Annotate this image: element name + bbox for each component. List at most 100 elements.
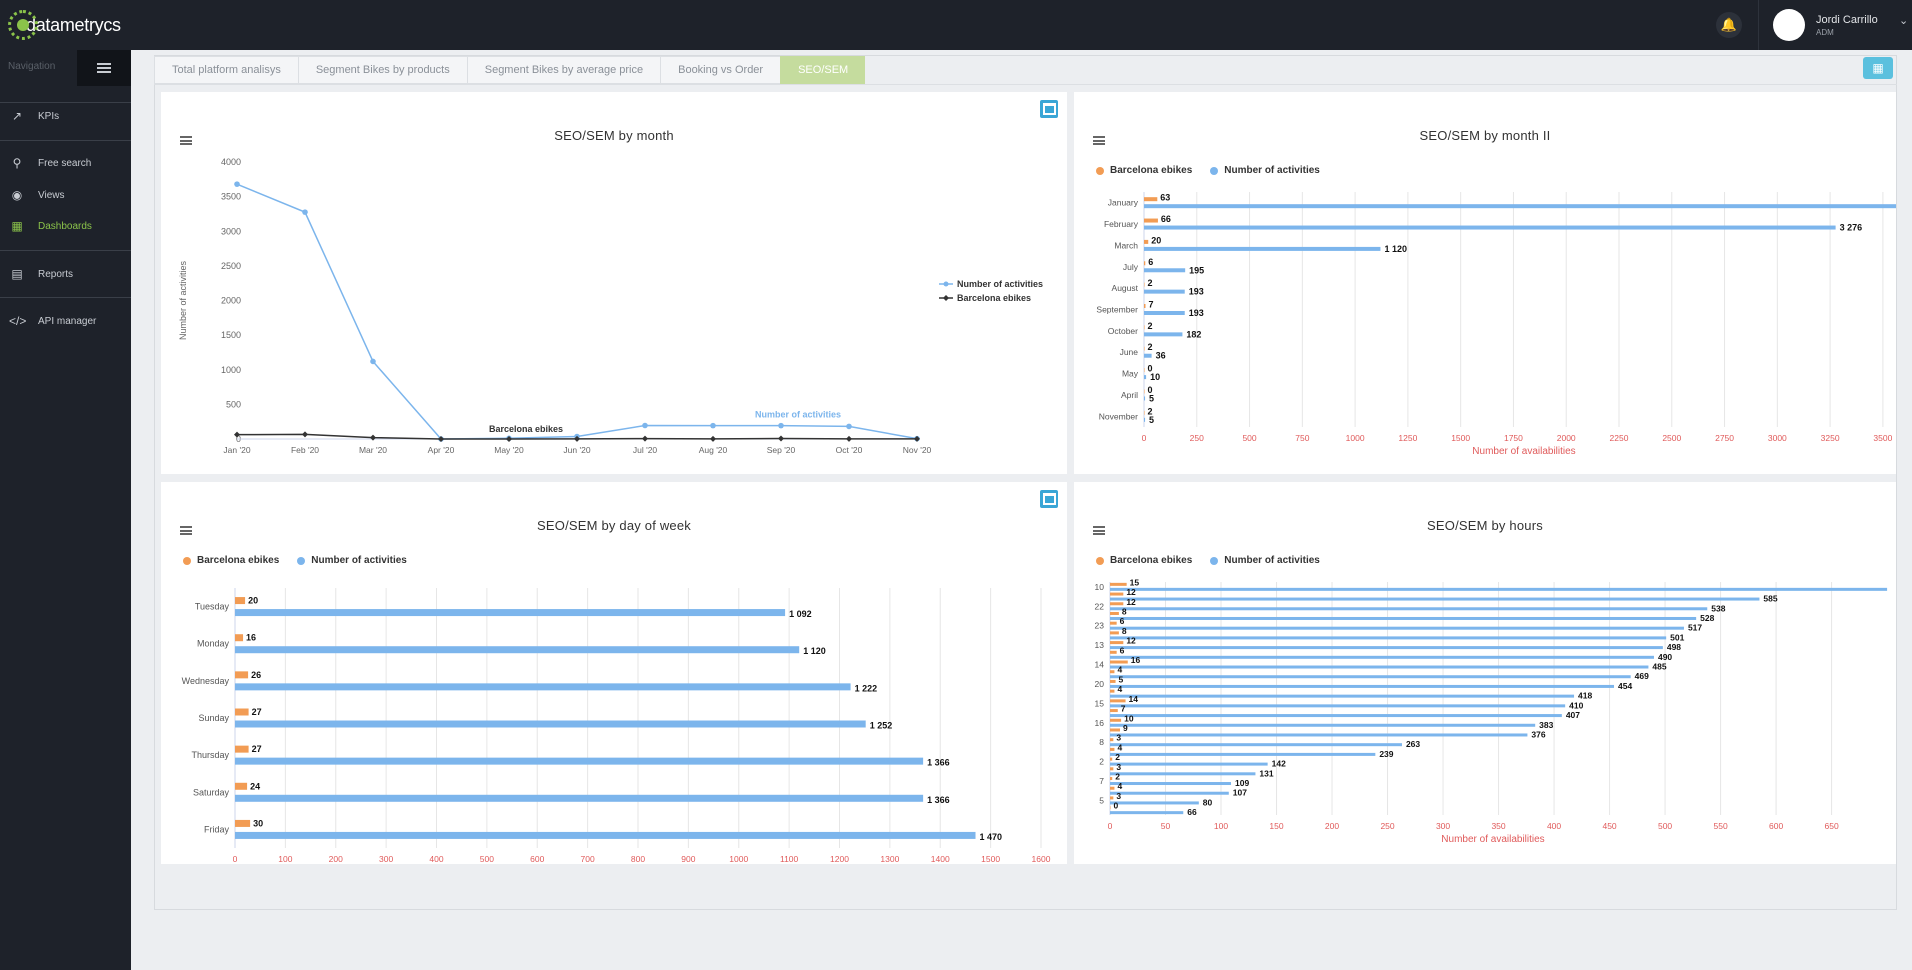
x-tick-label: 400: [429, 854, 443, 864]
bar-activities: [1110, 587, 1888, 591]
x-tick-label: 400: [1547, 821, 1561, 831]
legend-marker: [1210, 166, 1219, 175]
bar-activities: [1110, 684, 1615, 688]
tab-segment-price[interactable]: Segment Bikes by average price: [466, 56, 661, 84]
data-label: 27: [252, 707, 262, 717]
brand-name: datametrycs: [26, 14, 121, 35]
chevron-down-icon[interactable]: ⌄: [1899, 15, 1909, 27]
bar-barcelona: [1110, 767, 1114, 771]
data-label: 182: [1186, 329, 1201, 339]
bar-activities: [1110, 714, 1562, 718]
data-point: [710, 422, 716, 429]
x-tick-label: 750: [1295, 433, 1309, 443]
sidebar-item-kpis[interactable]: ↗ KPIs: [0, 103, 131, 129]
data-label: 2: [1115, 772, 1120, 782]
x-tick-label: Aug '20: [699, 445, 728, 455]
y-tick-label: 3500: [221, 192, 241, 202]
x-tick-label: 100: [278, 854, 292, 864]
data-label: 490: [1658, 652, 1672, 662]
y-tick-label: 5: [1099, 795, 1104, 805]
bell-icon[interactable]: 🔔: [1716, 12, 1742, 38]
expand-icon[interactable]: [1040, 490, 1058, 508]
data-point: [846, 435, 852, 442]
avatar[interactable]: [1773, 9, 1805, 41]
data-label: 0: [1114, 801, 1119, 811]
sidebar-toggle-button[interactable]: [77, 50, 131, 86]
divider: [0, 297, 131, 298]
sidebar-item-dashboards[interactable]: ▦ Dashboards: [0, 213, 131, 239]
calendar-icon: ▦: [1872, 61, 1884, 75]
bar-barcelona: [1110, 806, 1111, 810]
data-label: 142: [1272, 759, 1286, 769]
bar-activities: [1144, 225, 1836, 230]
x-tick-label: 450: [1602, 821, 1616, 831]
date-picker-button[interactable]: ▦: [1863, 57, 1893, 79]
x-tick-label: 2750: [1715, 433, 1734, 443]
sidebar-item-reports[interactable]: ▤ Reports: [0, 261, 131, 287]
bar-barcelona: [1110, 592, 1124, 596]
eye-icon: ◉: [11, 188, 23, 202]
chart-menu-icon[interactable]: [180, 526, 192, 535]
x-tick-label: Jun '20: [563, 445, 590, 455]
bar-activities: [1110, 675, 1631, 679]
bar-activities: [235, 757, 924, 765]
expand-icon[interactable]: [1040, 100, 1058, 118]
y-tick-label: March: [1114, 240, 1138, 250]
data-label: 501: [1670, 632, 1684, 642]
y-tick-label: February: [1104, 219, 1139, 229]
bar-barcelona: [1110, 670, 1115, 674]
data-label: 3: [1116, 733, 1121, 743]
sidebar-item-free-search[interactable]: ⚲ Free search: [0, 150, 131, 176]
user-name[interactable]: Jordi Carrillo: [1816, 14, 1878, 26]
data-point: [574, 435, 580, 442]
legend-item[interactable]: Number of activities: [297, 555, 407, 566]
legend-label: Number of activities: [957, 279, 1043, 289]
legend-label: Barcelona ebikes: [1110, 165, 1193, 176]
x-tick-label: 550: [1713, 821, 1727, 831]
x-tick-label: Apr '20: [428, 445, 455, 455]
legend-item[interactable]: Number of activities: [1210, 555, 1320, 566]
data-point: [642, 422, 648, 429]
x-tick-label: 1750: [1504, 433, 1523, 443]
legend-item[interactable]: Barcelona ebikes: [1096, 165, 1192, 176]
tab-segment-products[interactable]: Segment Bikes by products: [297, 56, 467, 84]
data-label: 0: [1148, 385, 1153, 395]
chart-line-icon: ↗: [11, 109, 23, 123]
tab-booking-order[interactable]: Booking vs Order: [660, 56, 781, 84]
data-label: 6: [1120, 616, 1125, 626]
data-label: 1 252: [870, 721, 893, 731]
x-tick-label: 300: [379, 854, 393, 864]
data-label: 3 276: [1840, 223, 1863, 233]
bar-activities: [1144, 396, 1146, 401]
tab-seo-sem[interactable]: SEO/SEM: [780, 56, 866, 84]
tab-total-platform[interactable]: Total platform analisys: [154, 56, 298, 84]
chart-menu-icon[interactable]: [1093, 136, 1105, 145]
bar-barcelona: [1110, 757, 1113, 761]
legend-item[interactable]: Barcelona ebikes: [1096, 555, 1192, 566]
data-label: 66: [1187, 807, 1197, 817]
chart-menu-icon[interactable]: [180, 136, 192, 145]
chart-menu-icon[interactable]: [1093, 526, 1105, 535]
sidebar-item-label: Free search: [38, 157, 92, 169]
bar-barcelona: [1110, 631, 1119, 635]
data-label: 3: [1116, 791, 1121, 801]
bar-activities: [235, 683, 851, 691]
data-point: [914, 435, 920, 442]
data-label: 63: [1160, 193, 1170, 203]
y-tick-label: 1500: [221, 330, 241, 340]
sidebar-item-views[interactable]: ◉ Views: [0, 182, 131, 208]
logo[interactable]: datametrycs: [8, 10, 121, 40]
bar-activities: [1110, 811, 1184, 815]
data-label: 107: [1233, 788, 1247, 798]
sidebar-item-api-manager[interactable]: </> API manager: [0, 308, 131, 334]
legend-item[interactable]: Barcelona ebikes: [183, 555, 279, 566]
divider: [1758, 0, 1759, 50]
chart-title: SEO/SEM by month II: [1419, 128, 1551, 143]
data-label: 80: [1203, 797, 1213, 807]
x-tick-label: 250: [1380, 821, 1394, 831]
bar-activities: [1110, 743, 1402, 747]
data-label: 498: [1667, 642, 1681, 652]
sidebar-item-label: Views: [38, 189, 65, 201]
x-tick-label: 900: [681, 854, 695, 864]
legend-item[interactable]: Number of activities: [1210, 165, 1320, 176]
